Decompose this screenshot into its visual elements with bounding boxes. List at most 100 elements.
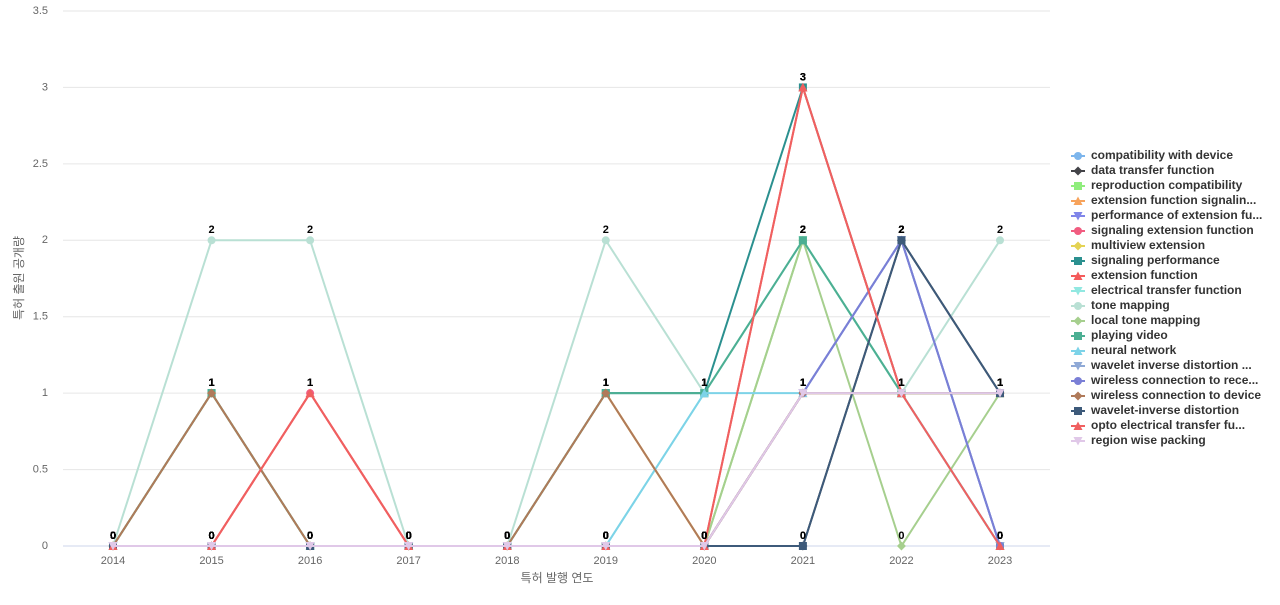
legend-item[interactable]: neural network: [1071, 343, 1177, 357]
data-label: 0: [208, 530, 214, 542]
legend-item[interactable]: signaling extension function: [1071, 223, 1254, 237]
data-label: 0: [701, 530, 707, 542]
y-tick-label: 1.5: [33, 311, 48, 323]
data-label: 0: [307, 530, 313, 542]
data-label: 0: [110, 530, 116, 542]
data-label: 0: [406, 530, 412, 542]
legend-item[interactable]: region wise packing: [1071, 433, 1206, 447]
data-label: 0: [504, 530, 510, 542]
data-label: 0: [701, 530, 707, 542]
point: [207, 236, 216, 245]
data-label: 0: [208, 530, 214, 542]
point: [601, 542, 611, 551]
data-label: 1: [997, 377, 1003, 389]
legend-item[interactable]: extension function signalin...: [1071, 193, 1256, 207]
legend-item[interactable]: playing video: [1071, 328, 1168, 342]
data-label: 0: [307, 530, 313, 542]
legend-marker: [1074, 332, 1082, 340]
legend-item[interactable]: wavelet-inverse distortion: [1071, 403, 1239, 417]
data-label: 0: [997, 530, 1003, 542]
data-label: 0: [406, 530, 412, 542]
data-label: 0: [800, 530, 806, 542]
legend-item[interactable]: wireless connection to device: [1071, 388, 1261, 402]
data-label: 0: [603, 530, 609, 542]
legend-marker: [1073, 196, 1083, 205]
point: [798, 82, 808, 92]
data-label: 1: [701, 377, 707, 389]
legend-item[interactable]: tone mapping: [1071, 298, 1170, 312]
legend-item[interactable]: performance of extension fu...: [1071, 208, 1262, 222]
legend-marker: [1073, 271, 1083, 280]
data-label: 0: [307, 530, 313, 542]
data-label: 0: [110, 530, 116, 542]
legend-text: data transfer function: [1091, 163, 1214, 177]
data-label: 0: [504, 530, 510, 542]
legend-item[interactable]: signaling performance: [1071, 253, 1220, 267]
legend-marker: [1074, 227, 1082, 235]
legend-item[interactable]: wavelet inverse distortion ...: [1071, 358, 1252, 372]
data-label: 0: [406, 530, 412, 542]
data-label: 0: [406, 530, 412, 542]
data-label: 0: [701, 530, 707, 542]
legend-item[interactable]: extension function: [1071, 268, 1198, 282]
series-line: [113, 392, 1000, 547]
legend-item[interactable]: wireless connection to rece...: [1071, 373, 1258, 387]
data-label: 1: [307, 377, 313, 389]
legend-text: signaling performance: [1091, 253, 1220, 267]
data-label: 2: [898, 224, 904, 236]
data-label: 2: [898, 224, 904, 236]
data-label: 1: [997, 377, 1003, 389]
data-label: 3: [800, 71, 806, 83]
data-label: 0: [603, 530, 609, 542]
data-label: 1: [603, 377, 609, 389]
legend-text: region wise packing: [1091, 433, 1206, 447]
data-label: 0: [701, 530, 707, 542]
data-label: 0: [603, 530, 609, 542]
data-label: 0: [504, 530, 510, 542]
data-label: 0: [110, 530, 116, 542]
legend-marker: [1073, 287, 1083, 296]
data-label: 1: [603, 377, 609, 389]
data-label: 1: [800, 377, 806, 389]
data-label: 0: [110, 530, 116, 542]
data-label: 0: [208, 530, 214, 542]
point: [601, 236, 610, 245]
point: [699, 542, 709, 551]
legend-item[interactable]: opto electrical transfer fu...: [1071, 418, 1245, 432]
data-label: 0: [504, 530, 510, 542]
legend-item[interactable]: data transfer function: [1071, 163, 1214, 177]
data-label: 1: [701, 377, 707, 389]
data-label: 0: [110, 530, 116, 542]
data-label: 1: [997, 377, 1003, 389]
data-label: 0: [110, 530, 116, 542]
data-label: 3: [800, 71, 806, 83]
data-label: 0: [997, 530, 1003, 542]
point: [207, 388, 217, 398]
data-label: 1: [800, 377, 806, 389]
legend-item[interactable]: local tone mapping: [1071, 313, 1200, 327]
data-label: 0: [406, 530, 412, 542]
legend-item[interactable]: reproduction compatibility: [1071, 178, 1243, 192]
x-tick-label: 2021: [791, 555, 815, 567]
legend-item[interactable]: multiview extension: [1071, 238, 1205, 252]
x-tick-label: 2016: [298, 555, 322, 567]
data-label: 1: [603, 377, 609, 389]
data-label: 0: [603, 530, 609, 542]
data-label: 0: [504, 530, 510, 542]
data-label: 0: [504, 530, 510, 542]
data-label: 1: [800, 377, 806, 389]
legend-item[interactable]: electrical transfer function: [1071, 283, 1242, 297]
x-tick-label: 2023: [988, 555, 1012, 567]
data-label: 0: [307, 530, 313, 542]
y-tick-label: 0.5: [33, 463, 48, 475]
data-label: 0: [603, 530, 609, 542]
data-label: 1: [898, 377, 904, 389]
legend-text: wavelet inverse distortion ...: [1090, 358, 1252, 372]
legend-item[interactable]: compatibility with device: [1071, 148, 1233, 162]
data-label: 0: [603, 530, 609, 542]
data-label: 0: [997, 530, 1003, 542]
data-label: 0: [603, 530, 609, 542]
data-label: 2: [208, 224, 214, 236]
data-label: 0: [208, 530, 214, 542]
